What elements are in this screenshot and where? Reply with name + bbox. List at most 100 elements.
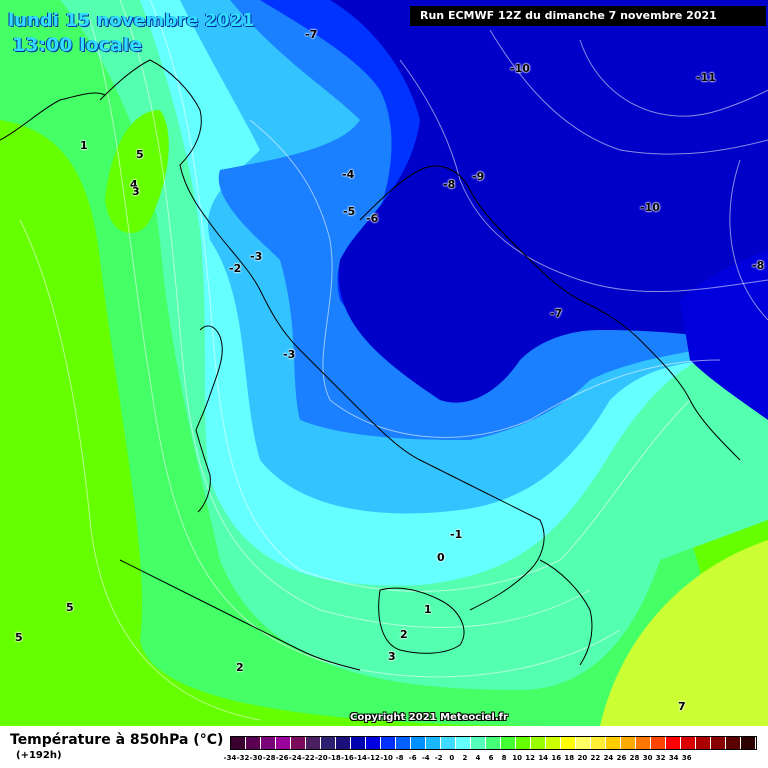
colorbar-swatch [381, 737, 396, 749]
colorbar-swatch [486, 737, 501, 749]
contour-label: 3 [132, 185, 140, 198]
contour-label: -8 [752, 259, 765, 272]
contour-label: 1 [80, 139, 88, 152]
colorbar-tick-label: -10 [380, 754, 393, 762]
colorbar-swatch [246, 737, 261, 749]
colorbar-swatch [471, 737, 486, 749]
contour-label: -7 [305, 28, 318, 41]
colorbar-swatch [501, 737, 516, 749]
colorbar-swatch [606, 737, 621, 749]
contour-label: 3 [388, 650, 396, 663]
colorbar-swatch [231, 737, 246, 749]
colorbar-swatch [351, 737, 366, 749]
isotherms [19, 0, 768, 721]
colorbar-swatch [276, 737, 291, 749]
colorbar-tick-label: 16 [551, 754, 562, 762]
colorbar-tick-label: 34 [668, 754, 679, 762]
temperature-colorbar [230, 736, 757, 750]
colorbar-swatch [591, 737, 606, 749]
copyright-notice: Copyright 2021 Meteociel.fr [350, 712, 508, 723]
colorbar-tick-label: -4 [421, 754, 430, 762]
colorbar-tick-label: 20 [577, 754, 588, 762]
colorbar-swatch [396, 737, 411, 749]
green-patch-west [105, 110, 169, 234]
contour-label: -1 [450, 528, 463, 541]
colorbar-tick-label: 32 [655, 754, 666, 762]
colorbar-tick-label: -28 [262, 754, 276, 762]
contour-label: 5 [66, 601, 74, 614]
colorbar-tick-label: 14 [538, 754, 549, 762]
contour-label: 1 [424, 603, 432, 616]
colorbar-tick-label: 6 [488, 754, 494, 762]
colorbar-swatch [261, 737, 276, 749]
contour-label: -4 [342, 168, 355, 181]
colorbar-swatch [696, 737, 711, 749]
contour-label: -6 [366, 212, 379, 225]
colorbar-swatch [456, 737, 471, 749]
contour-label: 2 [236, 661, 244, 674]
contour-label: -10 [510, 62, 530, 75]
colorbar-tick-label: -24 [288, 754, 302, 762]
forecast-local-time: 13:00 locale [12, 34, 143, 56]
colorbar-tick-label: 0 [449, 754, 455, 762]
legend-footer: Température à 850hPa (°C) (+192h) -34 -32… [0, 726, 768, 768]
legend-lead-time: (+192h) [16, 750, 62, 761]
legend-title: Température à 850hPa (°C) [10, 732, 224, 748]
forecast-date: lundi 15 novembre 2021 [8, 10, 255, 31]
colorbar-swatch [546, 737, 561, 749]
colorbar-swatch [411, 737, 426, 749]
contour-label: -3 [283, 348, 296, 361]
colorbar-swatch [621, 737, 636, 749]
colorbar-swatch [426, 737, 441, 749]
colorbar-swatch [651, 737, 666, 749]
colorbar-tick-label: -22 [301, 754, 315, 762]
colorbar-tick-label: -34 [223, 754, 237, 762]
colorbar-tick-label: 10 [512, 754, 522, 762]
green-patch-sw [0, 380, 82, 726]
colorbar-tick-label: 26 [616, 754, 627, 762]
contour-label: -7 [550, 307, 563, 320]
contour-label: 0 [437, 551, 445, 564]
colorbar-tick-label: 24 [603, 754, 614, 762]
colorbar-swatch [531, 737, 546, 749]
colorbar-tick-label: -26 [275, 754, 289, 762]
run-info-banner: Run ECMWF 12Z du dimanche 7 novembre 202… [410, 6, 766, 26]
colorbar-swatch [741, 737, 756, 749]
contour-label: 4 [130, 178, 138, 191]
colorbar-tick-label: -2 [434, 754, 443, 762]
deep-blue-east [680, 250, 768, 420]
deep-blue-core [330, 0, 768, 403]
colorbar-tick-label: 12 [525, 754, 536, 762]
colorbar-tick-label: -8 [395, 754, 404, 762]
colorbar-tick-label: 18 [564, 754, 575, 762]
colorbar-tick-label: 4 [475, 754, 481, 762]
colorbar-tick-label: 30 [642, 754, 653, 762]
colorbar-tick-label: -18 [328, 754, 341, 762]
colorbar-tick-label: -16 [341, 754, 354, 762]
colorbar-swatch [321, 737, 336, 749]
contour-label: -5 [343, 205, 356, 218]
contour-label: -10 [640, 201, 660, 214]
contour-label: 2 [400, 628, 408, 641]
colorbar-tick-label: 8 [501, 754, 507, 762]
contour-label: -3 [250, 250, 263, 263]
colorbar-swatch [561, 737, 576, 749]
contour-label: -11 [696, 71, 716, 84]
colorbar-swatch [516, 737, 531, 749]
colorbar-swatch [306, 737, 321, 749]
colorbar-swatch [711, 737, 726, 749]
coastlines [0, 59, 741, 671]
colorbar-tick-label: -6 [408, 754, 417, 762]
colorbar-swatch [441, 737, 456, 749]
colorbar-swatch [666, 737, 681, 749]
colorbar-tick-label: -20 [315, 754, 328, 762]
contour-label: -2 [229, 262, 242, 275]
contour-label: -9 [472, 170, 485, 183]
contour-label: 5 [136, 148, 144, 161]
contour-label: -8 [443, 178, 456, 191]
colorbar-swatch [366, 737, 381, 749]
colorbar-tick-label: -14 [354, 754, 367, 762]
colorbar-tick-label: 22 [590, 754, 601, 762]
forecast-map: -7 -10 -11 -9 -8 -10 -8 -4 -5 -6 -2 -3 -3 -7 1 5 4 3 -1 0 1 2… [0, 0, 768, 726]
temperature-field [0, 0, 768, 726]
